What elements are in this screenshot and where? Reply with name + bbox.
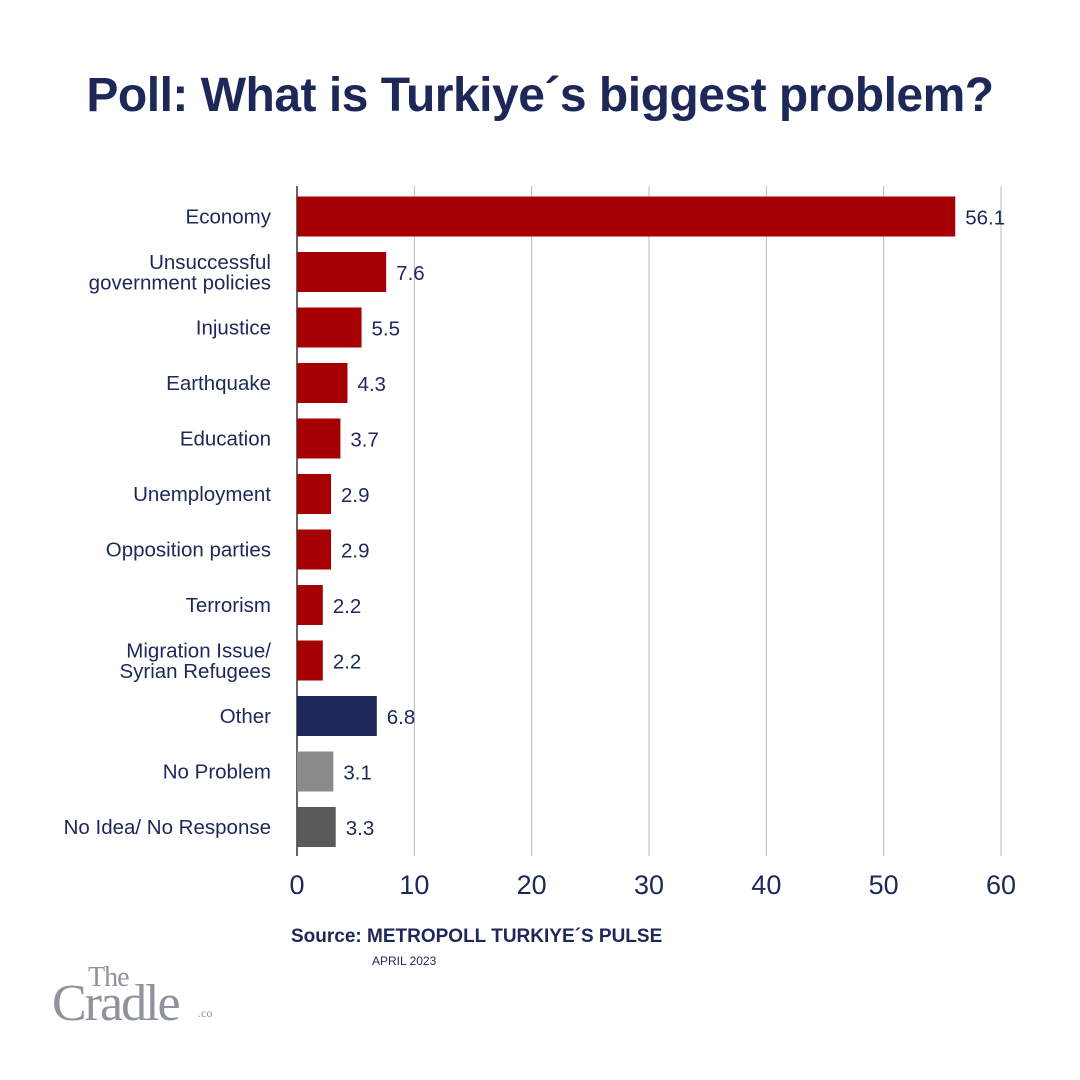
category-label: Earthquake [166,372,271,395]
value-label: 2.2 [333,651,362,674]
bar [297,529,332,570]
bar [297,418,341,459]
value-label: 3.7 [350,429,379,452]
category-label: No Problem [163,761,271,784]
category-label: Other [220,705,271,728]
source-date: APRIL 2023 [372,954,437,968]
bar [297,751,334,792]
bar [297,585,323,625]
category-label: Education [180,428,271,451]
category-label: No Idea/ No Response [64,816,271,839]
category-labels: Economy Unsuccessful government policies In… [64,206,272,840]
value-label: 6.8 [387,706,416,729]
bar [297,307,362,348]
x-tick-label: 40 [751,870,781,900]
x-tick-label: 30 [634,870,664,900]
value-label: 5.5 [372,318,401,341]
chart-title: Poll: What is Turkiye´s biggest problem? [86,69,994,122]
bar [297,696,377,736]
bar [297,252,387,292]
value-label: 56.1 [965,207,1005,230]
bar [297,196,956,237]
value-label: 2.2 [333,595,362,618]
logo-cradle: Cradle [52,975,181,1032]
value-label: 2.9 [341,540,370,563]
source-text: Source: METROPOLL TURKIYE´S PULSE [291,926,663,947]
value-label: 3.1 [343,762,372,785]
bar [297,807,336,847]
grid-lines [296,186,1002,856]
x-tick-label: 50 [869,870,899,900]
the-cradle-logo: The Cradle .co [52,962,232,1032]
logo-co: .co [198,1006,213,1020]
bar [297,363,348,403]
x-tick-label: 60 [986,870,1016,900]
bar [297,474,332,514]
value-label: 7.6 [396,262,425,285]
category-label: Economy [186,206,272,229]
category-label: Unsuccessful government policies [89,251,271,295]
category-label: Injustice [196,317,271,340]
x-tick-label: 20 [517,870,547,900]
category-label: Unemployment [133,483,271,506]
logo-the: The [88,962,130,993]
x-axis-ticks: 0 10 20 30 40 50 60 [289,870,1016,900]
x-tick-label: 0 [289,870,304,900]
value-labels: 56.1 7.6 5.5 4.3 3.7 2.9 2.9 2.2 2.2 6.8 3.1 3.3 [333,207,1005,841]
value-label: 3.3 [346,817,375,840]
value-label: 2.9 [341,484,370,507]
category-label: Migration Issue/Syrian Refugees [119,639,271,683]
category-label: Opposition parties [106,539,271,562]
bars [297,196,956,847]
value-label: 4.3 [357,373,386,396]
category-label: Terrorism [186,594,271,617]
x-tick-label: 10 [399,870,429,900]
bar [297,640,323,681]
